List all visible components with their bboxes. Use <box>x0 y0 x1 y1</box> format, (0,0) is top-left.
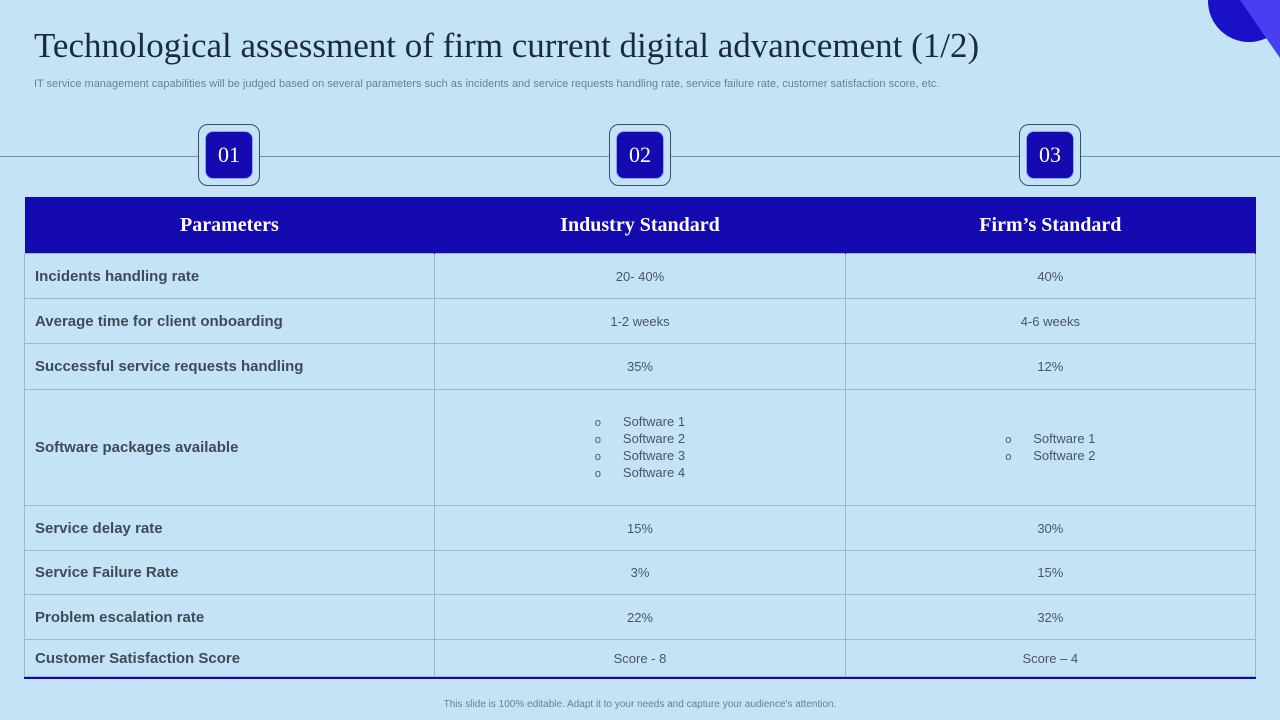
firm-cell: 15% <box>844 550 1257 595</box>
param-cell: Average time for client onboarding <box>23 298 436 344</box>
page-title: Technological assessment of firm current… <box>34 26 980 65</box>
firm-software-list: o Software 1 o Software 2 <box>1005 431 1095 465</box>
industry-cell: 35% <box>434 343 846 390</box>
table-row: Service delay rate 15% 30% <box>23 505 1257 551</box>
industry-cell: o Software 1 o Software 2 o Software 3 o Sof… <box>434 389 846 506</box>
industry-cell: 15% <box>434 505 846 551</box>
badge-number: 02 <box>616 131 664 179</box>
param-cell: Customer Satisfaction Score <box>23 639 436 677</box>
list-item: o Software 3 <box>594 447 686 463</box>
param-cell: Service delay rate <box>23 505 436 551</box>
corner-triangle-shape <box>1240 0 1280 58</box>
firm-cell: 40% <box>844 253 1257 299</box>
corner-decoration <box>1190 0 1280 60</box>
bullet-circle-icon: o <box>594 450 602 463</box>
firm-cell: o Software 1 o Software 2 <box>844 389 1257 506</box>
industry-cell: 22% <box>434 594 846 640</box>
badge-number: 03 <box>1026 131 1074 179</box>
firm-cell: 32% <box>844 594 1257 640</box>
table-row: Incidents handling rate 20- 40% 40% <box>23 253 1257 299</box>
industry-cell: 3% <box>434 550 846 595</box>
param-cell: Incidents handling rate <box>23 253 436 299</box>
header-firm-standard: Firm’s Standard <box>845 197 1257 254</box>
table-row: Service Failure Rate 3% 15% <box>23 550 1257 595</box>
param-cell: Service Failure Rate <box>23 550 436 595</box>
footer-note: This slide is 100% editable. Adapt it to… <box>443 699 837 710</box>
table-row: Problem escalation rate 22% 32% <box>23 594 1257 640</box>
firm-cell: 4-6 weeks <box>844 298 1257 344</box>
industry-cell: Score - 8 <box>434 639 846 677</box>
firm-cell: 12% <box>844 343 1257 390</box>
industry-cell: 1-2 weeks <box>434 298 846 344</box>
table-row: Customer Satisfaction Score Score - 8 Sc… <box>23 639 1257 677</box>
table-row: Average time for client onboarding 1-2 w… <box>23 298 1257 344</box>
bullet-circle-icon: o <box>594 433 602 446</box>
param-cell: Problem escalation rate <box>23 594 436 640</box>
list-item: o Software 1 <box>594 413 686 429</box>
header-industry-standard: Industry Standard <box>434 197 846 254</box>
list-item: o Software 2 <box>1005 447 1096 463</box>
table-header-row: Parameters Industry Standard Firm’s Stan… <box>24 197 1257 254</box>
bullet-circle-icon: o <box>1005 450 1012 463</box>
header-parameters: Parameters <box>24 197 436 254</box>
param-cell: Successful service requests handling <box>23 343 436 390</box>
table-row: Successful service requests handling 35%… <box>23 343 1257 390</box>
page-subtitle: IT service management capabilities will … <box>34 78 940 90</box>
firm-cell: 30% <box>844 505 1257 551</box>
firm-cell: Score – 4 <box>844 639 1257 677</box>
badge-02: 02 <box>609 124 671 186</box>
list-item: o Software 1 <box>1005 430 1096 446</box>
comparison-table: Parameters Industry Standard Firm’s Stan… <box>23 197 1257 677</box>
badge-number: 01 <box>205 131 253 179</box>
bullet-circle-icon: o <box>594 467 602 480</box>
badge-01: 01 <box>198 124 260 186</box>
table-row: Software packages available o Software 1 … <box>23 389 1257 506</box>
industry-cell: 20- 40% <box>434 253 846 299</box>
list-item: o Software 2 <box>594 430 686 446</box>
list-item: o Software 4 <box>594 464 686 480</box>
badge-03: 03 <box>1019 124 1081 186</box>
param-cell: Software packages available <box>23 389 436 506</box>
bullet-circle-icon: o <box>594 416 602 429</box>
industry-software-list: o Software 1 o Software 2 o Software 3 o Sof… <box>595 414 685 482</box>
comparison-table-wrapper: Parameters Industry Standard Firm’s Stan… <box>23 197 1257 679</box>
bullet-circle-icon: o <box>1005 433 1012 446</box>
